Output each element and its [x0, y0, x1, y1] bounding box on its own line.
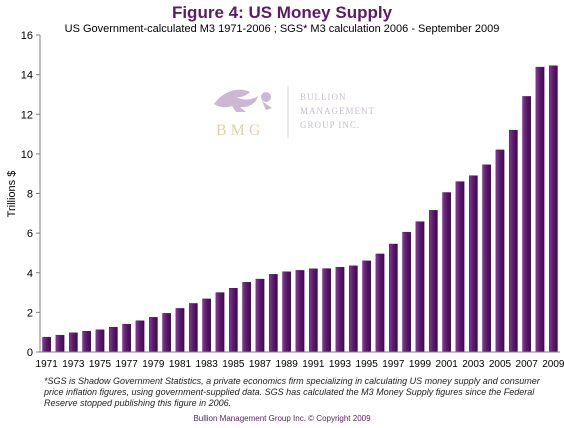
bar-2009 [549, 65, 558, 353]
x-tick-label: 2001 [436, 359, 459, 370]
y-tick-label: 10 [21, 149, 33, 161]
logo-initials: BMG [216, 122, 264, 139]
bar-1991 [309, 268, 318, 353]
bar-2004 [482, 164, 491, 353]
bar-1975 [95, 329, 105, 353]
logo-line-2: MANAGEMENT [300, 106, 375, 116]
footnote: *SGS is Shadow Government Statistics, a … [44, 376, 540, 408]
bar-series [42, 65, 558, 353]
x-tick-label: 1999 [409, 359, 432, 370]
y-tick-label: 4 [27, 268, 33, 280]
x-tick-label: 1985 [222, 359, 245, 370]
x-tick-label: 1989 [276, 359, 299, 370]
bar-2003 [469, 175, 478, 353]
bar-1974 [82, 331, 91, 353]
x-tick-label: 2009 [542, 359, 564, 370]
bar-1993 [335, 267, 345, 353]
y-tick-label: 12 [21, 109, 33, 121]
x-tick-label: 1975 [89, 359, 112, 370]
bar-2002 [455, 181, 465, 353]
bar-1999 [415, 221, 425, 353]
bar-2007 [522, 96, 532, 353]
x-tick-label: 1977 [116, 359, 139, 370]
bar-1971 [42, 336, 51, 353]
bar-1998 [402, 231, 411, 353]
bmg-logo-watermark: BMG BULLION MANAGEMENT GROUP INC. [214, 86, 375, 139]
bar-2000 [429, 210, 438, 353]
x-tick-label: 1979 [142, 359, 165, 370]
copyright: Bullion Management Group Inc. © Copyrigh… [193, 414, 371, 423]
y-tick-label: 16 [21, 30, 33, 42]
y-axis: 0 2 4 6 8 10 12 14 16 [21, 30, 40, 359]
bar-1973 [68, 332, 78, 353]
y-tick-label: 2 [27, 307, 33, 319]
y-tick-label: 6 [27, 228, 33, 240]
x-tick-label: 2005 [489, 359, 512, 370]
chart-title: Figure 4: US Money Supply [171, 3, 393, 22]
x-tick-label: 2003 [462, 359, 485, 370]
bar-1981 [175, 308, 185, 353]
x-tick-label: 1995 [356, 359, 379, 370]
bar-1988 [269, 274, 278, 353]
bar-2008 [535, 66, 545, 353]
bar-1997 [389, 243, 398, 353]
bar-1996 [375, 253, 385, 353]
bar-1995 [362, 260, 371, 353]
bar-1972 [55, 334, 65, 353]
bar-1983 [202, 298, 211, 353]
logo-line-3: GROUP INC. [300, 120, 360, 130]
bar-1982 [188, 303, 198, 353]
y-tick-label: 14 [21, 70, 33, 82]
bar-2005 [495, 149, 505, 353]
x-tick-label: 1971 [36, 359, 59, 370]
bar-1977 [122, 324, 131, 353]
bar-1984 [215, 292, 225, 353]
bar-2001 [442, 192, 451, 353]
bar-1979 [148, 317, 158, 353]
bar-1978 [135, 320, 145, 353]
bar-1987 [255, 278, 265, 353]
bar-1986 [242, 282, 251, 353]
y-tick-label: 0 [27, 347, 33, 359]
x-tick-label: 1981 [169, 359, 192, 370]
x-tick-label: 1997 [382, 359, 405, 370]
y-tick-label: 8 [27, 189, 33, 201]
y-axis-label: Trillions $ [6, 171, 18, 218]
x-tick-label: 1973 [62, 359, 85, 370]
x-tick-label: 1993 [329, 359, 352, 370]
x-tick-label: 1983 [196, 359, 219, 370]
griffin-logo-icon [214, 89, 272, 112]
bar-1976 [108, 327, 118, 353]
logo-line-1: BULLION [300, 92, 347, 102]
bar-1992 [322, 268, 331, 353]
chart-subtitle: US Government-calculated M3 1971-2006 ; … [64, 23, 500, 35]
bar-1985 [228, 288, 238, 353]
bar-1990 [295, 270, 305, 353]
bar-1980 [162, 313, 171, 353]
bar-2006 [509, 129, 518, 353]
bar-1994 [349, 265, 358, 353]
x-axis: 1971 1973 1975 1977 1979 1981 1983 1985 1987 1989… [36, 359, 564, 370]
x-tick-label: 2007 [516, 359, 539, 370]
bar-1989 [282, 271, 291, 353]
x-tick-label: 1987 [249, 359, 272, 370]
x-tick-label: 1991 [302, 359, 325, 370]
